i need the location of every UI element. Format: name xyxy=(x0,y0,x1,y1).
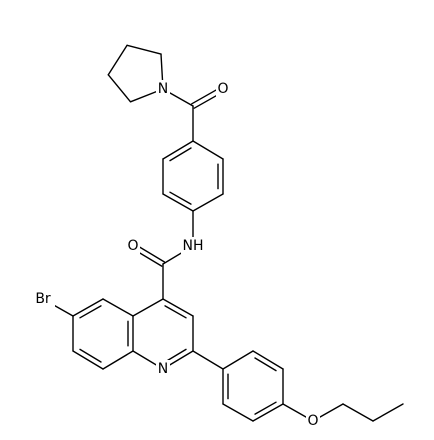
atom-label: O xyxy=(127,238,138,254)
bond xyxy=(254,401,277,415)
label-backdrop xyxy=(216,80,230,98)
bond xyxy=(102,350,134,370)
bond xyxy=(72,298,104,317)
bond xyxy=(102,298,134,317)
bond xyxy=(192,140,224,160)
bond xyxy=(252,403,284,422)
label-backdrop xyxy=(156,360,170,378)
bond xyxy=(222,350,254,370)
label-backdrop xyxy=(181,237,205,255)
bond xyxy=(192,350,224,370)
bond xyxy=(192,193,224,212)
atom-label: O xyxy=(217,81,228,97)
label-backdrop xyxy=(31,290,55,308)
bond xyxy=(372,403,404,422)
bond xyxy=(72,350,104,370)
label-backdrop xyxy=(156,80,170,98)
atom-label: NH xyxy=(183,238,204,254)
atom-label: Br xyxy=(35,291,51,307)
bond xyxy=(164,305,187,319)
bond xyxy=(79,348,102,363)
bond xyxy=(126,44,162,55)
bond xyxy=(162,193,194,212)
atom-label: N xyxy=(158,361,168,377)
atom-label: O xyxy=(307,413,318,429)
bond xyxy=(252,350,284,370)
bond xyxy=(162,140,194,160)
structure: O N NH O Br N O xyxy=(31,44,404,430)
bond xyxy=(169,191,192,205)
bond xyxy=(342,403,374,422)
label-backdrop xyxy=(306,412,320,430)
label-backdrop xyxy=(126,237,140,255)
bond xyxy=(132,298,164,317)
bond xyxy=(162,298,194,317)
bond xyxy=(164,348,187,363)
bond xyxy=(107,74,132,103)
bond xyxy=(107,44,128,76)
bond xyxy=(222,403,254,422)
bond xyxy=(169,147,192,162)
bond xyxy=(254,357,277,372)
bond xyxy=(79,305,102,319)
atom-label: N xyxy=(158,81,168,97)
